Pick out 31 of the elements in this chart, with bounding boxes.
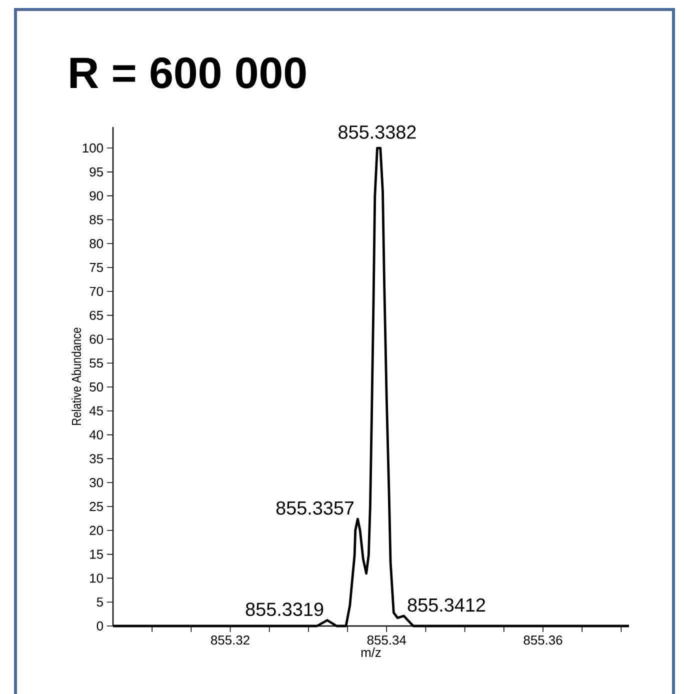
y-tick-label: 60 [90,334,104,344]
y-tick-label: 45 [89,406,103,416]
x-tick-label: 855.32 [211,636,250,645]
annotation: 855.3382 [338,125,416,139]
y-tick-label: 65 [90,310,103,320]
y-tick-label: 85 [90,215,103,224]
x-tick-label: 855.34 [367,636,406,645]
annotation: 855.3319 [246,602,324,616]
y-tick-label: 0 [96,621,104,631]
y-tick-label: 35 [90,454,103,464]
y-tick-label: 70 [90,286,104,296]
x-axis-title: m/z [361,648,381,658]
y-tick-label: 10 [90,574,104,583]
chart-title: R = 600 000 [70,57,306,88]
y-tick-label: 25 [90,502,103,512]
annotation: 855.3357 [276,501,354,515]
y-tick-label: 80 [90,239,104,248]
annotation: 855.3412 [408,598,486,612]
y-tick-label: 40 [89,430,104,440]
x-tick-label: 855.36 [524,636,562,645]
y-tick-label: 100 [82,143,104,153]
y-tick-label: 30 [90,478,104,488]
y-tick-label: 95 [90,167,103,177]
y-tick-label: 15 [90,550,103,559]
y-tick-label: 5 [96,598,103,607]
y-axis-title: Relative Abundance [72,328,82,425]
y-tick-label: 75 [90,263,103,272]
y-tick-label: 20 [90,526,104,535]
y-tick-label: 90 [90,191,104,200]
y-tick-label: 55 [90,358,103,368]
y-tick-label: 50 [90,382,104,392]
